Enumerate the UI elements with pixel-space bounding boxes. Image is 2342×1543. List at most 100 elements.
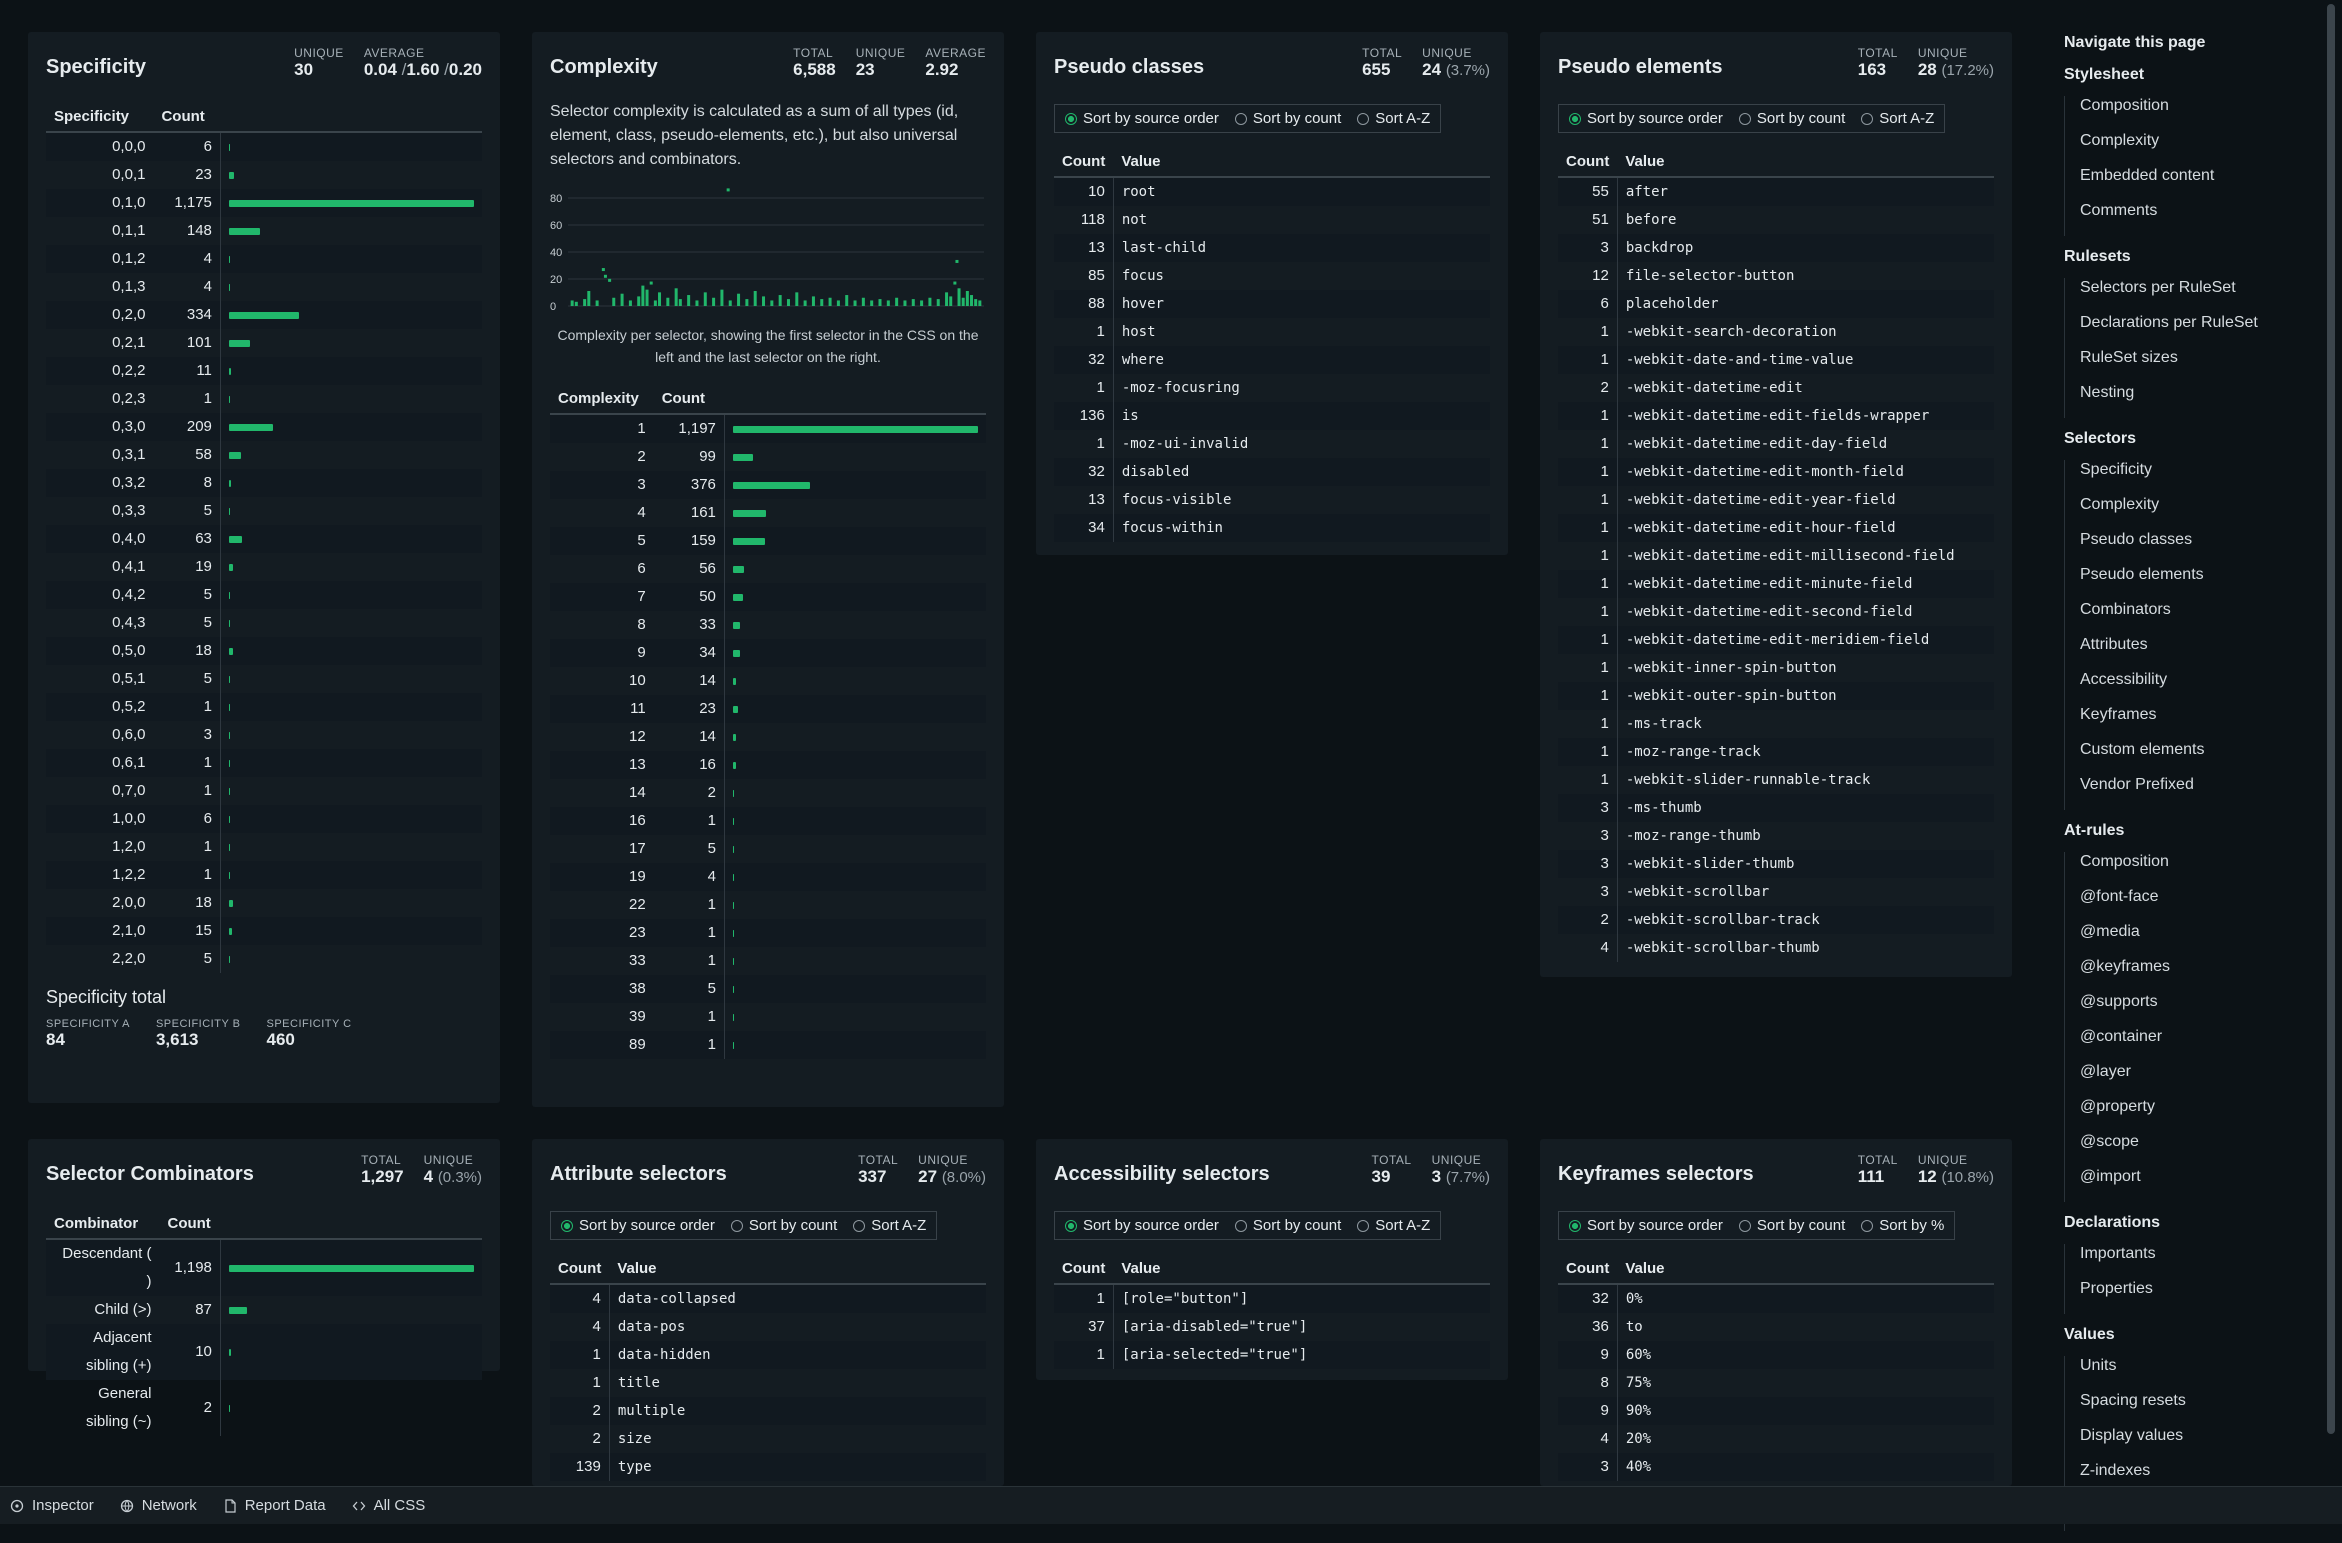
sort-source-order-radio[interactable]: Sort by source order	[1065, 1217, 1219, 1234]
nav-link[interactable]: Properties	[2080, 1280, 2153, 1297]
table-row: 139 type	[550, 1453, 986, 1481]
row-bar-cell	[220, 469, 482, 497]
sort-az-radio[interactable]: Sort A-Z	[1357, 110, 1430, 127]
scrollbar-thumb[interactable]	[2327, 4, 2335, 1434]
count-bar	[732, 425, 978, 433]
col-value: Value	[1113, 1254, 1490, 1285]
stat-value: 27 (8.0%)	[918, 1167, 986, 1187]
table-row: 34 focus-within	[1054, 514, 1490, 542]
nav-link[interactable]: Complexity	[2080, 132, 2160, 149]
nav-link[interactable]: Composition	[2080, 97, 2169, 114]
row-value: size	[617, 1431, 652, 1447]
row-count: 1	[1558, 738, 1618, 766]
nav-section-heading[interactable]: Declarations	[2064, 1214, 2161, 1231]
tab-label: All CSS	[373, 1497, 426, 1514]
count-bar	[228, 199, 474, 207]
table-row: 10 root	[1054, 177, 1490, 206]
table-row: 9 90%	[1558, 1397, 1994, 1425]
stat-label: AVERAGE	[925, 46, 986, 60]
row-count: 23	[153, 161, 221, 189]
nav-link[interactable]: @supports	[2080, 993, 2158, 1010]
nav-link[interactable]: RuleSet sizes	[2080, 349, 2178, 366]
table-row: 2,2,0 5	[46, 945, 482, 973]
table-row: 0,3,2 8	[46, 469, 482, 497]
sort-source-order-radio[interactable]: Sort by source order	[1569, 1217, 1723, 1234]
nav-link[interactable]: @font-face	[2080, 888, 2159, 905]
table-row: 32 where	[1054, 346, 1490, 374]
unique-percent: (10.8%)	[1941, 1169, 1994, 1186]
nav-link[interactable]: Accessibility	[2080, 671, 2168, 688]
nav-link[interactable]: Comments	[2080, 202, 2158, 219]
sort-count-radio[interactable]: Sort by count	[1738, 110, 1845, 127]
nav-section-heading[interactable]: Selectors	[2064, 430, 2137, 447]
nav-link[interactable]: Complexity	[2080, 496, 2160, 513]
nav-section-heading[interactable]: Values	[2064, 1326, 2115, 1343]
sort-count-radio[interactable]: Sort by count	[730, 1217, 837, 1234]
nav-link[interactable]: Combinators	[2080, 601, 2171, 618]
scatter-point	[955, 259, 959, 263]
nav-section-heading[interactable]: Stylesheet	[2064, 66, 2145, 83]
table-row: 0,3,1 58	[46, 441, 482, 469]
nav-link[interactable]: Pseudo classes	[2080, 531, 2193, 548]
sort-percent-radio[interactable]: Sort by %	[1861, 1217, 1944, 1234]
row-bar-cell	[724, 1003, 986, 1031]
table-row: 12 file-selector-button	[1558, 262, 1994, 290]
sort-source-order-radio[interactable]: Sort by source order	[561, 1217, 715, 1234]
nav-link[interactable]: Pseudo elements	[2080, 566, 2204, 583]
nav-link[interactable]: Selectors per RuleSet	[2080, 279, 2236, 296]
nav-link[interactable]: @import	[2080, 1168, 2141, 1185]
nav-link[interactable]: Z-indexes	[2080, 1462, 2151, 1479]
row-value: -webkit-datetime-edit-hour-field	[1617, 514, 1994, 542]
nav-link[interactable]: Declarations per RuleSet	[2080, 314, 2258, 331]
average-c: 0.20	[448, 60, 482, 79]
table-row: 13 last-child	[1054, 234, 1490, 262]
sort-source-order-radio[interactable]: Sort by source order	[1569, 110, 1723, 127]
nav-link[interactable]: Spacing resets	[2080, 1392, 2186, 1409]
table-row: 1 -webkit-slider-runnable-track	[1558, 766, 1994, 794]
nav-link[interactable]: Units	[2080, 1357, 2117, 1374]
nav-link[interactable]: Keyframes	[2080, 706, 2157, 723]
tab-network[interactable]: Network	[120, 1497, 197, 1514]
row-value: 13	[550, 751, 654, 779]
nav-link[interactable]: Attributes	[2080, 636, 2148, 653]
nav-section-heading[interactable]: Rulesets	[2064, 248, 2131, 265]
nav-link[interactable]: @property	[2080, 1098, 2155, 1115]
scatter-point	[911, 299, 915, 306]
nav-section-heading[interactable]: At-rules	[2064, 822, 2125, 839]
nav-link[interactable]: Importants	[2080, 1245, 2156, 1262]
nav-link[interactable]: Embedded content	[2080, 167, 2215, 184]
nav-link[interactable]: Display values	[2080, 1427, 2184, 1444]
sort-source-order-radio[interactable]: Sort by source order	[1065, 110, 1219, 127]
combinators-panel: Selector Combinators TOTAL 1,297 UNIQUE 4 …	[28, 1139, 500, 1436]
row-count: 161	[653, 499, 725, 527]
sort-count-radio[interactable]: Sort by count	[1738, 1217, 1845, 1234]
row-bar-cell	[220, 1380, 482, 1436]
nav-link[interactable]: @media	[2080, 923, 2140, 940]
nav-link[interactable]: @keyframes	[2080, 958, 2171, 975]
row-count: 12	[1558, 262, 1618, 290]
nav-link[interactable]: Custom elements	[2080, 741, 2205, 758]
panel-stats: TOTAL 1,297 UNIQUE 4 (0.3%)	[361, 1153, 482, 1187]
nav-link[interactable]: @scope	[2080, 1133, 2139, 1150]
sort-az-radio[interactable]: Sort A-Z	[1357, 1217, 1430, 1234]
nav-link[interactable]: @container	[2080, 1028, 2163, 1045]
row-bar-cell	[220, 1239, 482, 1296]
nav-link[interactable]: Composition	[2080, 853, 2169, 870]
row-bar-cell	[724, 863, 986, 891]
sort-az-radio[interactable]: Sort A-Z	[1861, 110, 1934, 127]
nav-link[interactable]: Nesting	[2080, 384, 2135, 401]
sort-count-radio[interactable]: Sort by count	[1234, 1217, 1341, 1234]
tab-all-css[interactable]: All CSS	[352, 1497, 426, 1514]
nav-link[interactable]: Vendor Prefixed	[2080, 776, 2194, 793]
tab-inspector[interactable]: Inspector	[10, 1497, 94, 1514]
row-value: -webkit-datetime-edit-meridiem-field	[1617, 626, 1994, 654]
sort-count-radio[interactable]: Sort by count	[1234, 110, 1341, 127]
tab-report-data[interactable]: Report Data	[223, 1497, 326, 1514]
sort-az-radio[interactable]: Sort A-Z	[853, 1217, 926, 1234]
nav-link[interactable]: @layer	[2080, 1063, 2131, 1080]
nav-link[interactable]: Specificity	[2080, 461, 2153, 478]
row-value: 6	[637, 560, 646, 577]
table-row: 1 -moz-ui-invalid	[1054, 430, 1490, 458]
count-bar	[228, 843, 231, 851]
row-count: 209	[153, 413, 221, 441]
